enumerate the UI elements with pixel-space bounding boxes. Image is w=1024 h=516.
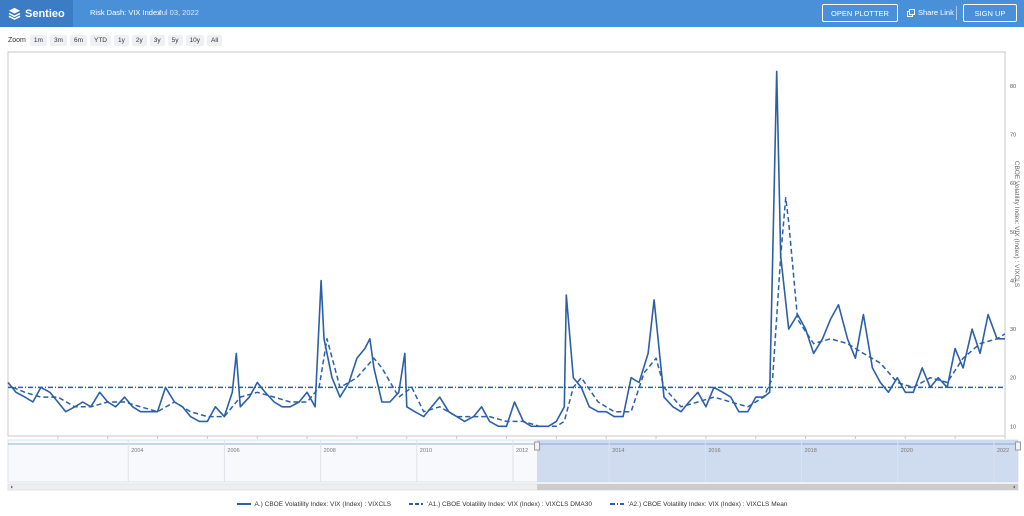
zoom-5y-button[interactable]: 5y (167, 34, 183, 46)
share-link-icon (907, 8, 915, 17)
zoom-10y-button[interactable]: 10y (185, 34, 204, 46)
legend-dashdot-line-icon (609, 503, 624, 505)
zoom-label: Zoom (8, 36, 26, 44)
brand[interactable]: Sentieo (0, 0, 73, 27)
sign-up-button[interactable]: SIGN UP (963, 4, 1017, 22)
legend-label: 'A1.) CBOE Volatility Index: VIX (Index)… (427, 500, 592, 508)
y-tick-label: 30 (1010, 327, 1016, 333)
y-axis-label: CBOE Volatility Index: VIX (Index) : VIX… (1013, 161, 1020, 288)
zoom-1m-button[interactable]: 1m (29, 34, 47, 46)
navigator-year-label: 2018 (805, 448, 817, 454)
navigator-year-label: 2014 (612, 448, 624, 454)
legend-item-dma30[interactable]: 'A1.) CBOE Volatility Index: VIX (Index)… (409, 501, 592, 508)
navigator-year-label: 2010 (420, 448, 432, 454)
y-tick-label: 80 (1010, 84, 1016, 90)
legend-solid-line-icon (236, 503, 251, 505)
y-tick-label: 10 (1010, 424, 1016, 430)
share-link-button[interactable]: Share Link (907, 8, 954, 17)
navigator-year-label: 2016 (708, 448, 720, 454)
y-tick-label: 40 (1010, 278, 1016, 284)
scroll-left-arrow-icon (11, 485, 13, 489)
vix-chart: Jan '13Jul '13Jan '14Jul '14Jan '15Jul '… (7, 51, 1021, 491)
navigator-year-label: 2012 (516, 448, 528, 454)
y-tick-label: 50 (1010, 230, 1016, 236)
zoom-6m-button[interactable]: 6m (69, 34, 87, 46)
y-tick-label: 70 (1010, 133, 1016, 139)
zoom-2y-button[interactable]: 2y (131, 34, 147, 46)
navigator-selection (537, 440, 1018, 482)
navigator-right-handle[interactable] (1015, 441, 1021, 451)
legend-dashed-line-icon (409, 503, 424, 505)
series-line-0 (7, 70, 1005, 428)
navigator-year-label: 2008 (324, 448, 336, 454)
navigator-year-label: 2006 (227, 448, 239, 454)
header-divider (956, 6, 957, 20)
series-line-1 (12, 197, 1006, 428)
navigator-left-handle[interactable] (534, 441, 541, 451)
sentieo-logo-icon (8, 7, 21, 20)
navigator-year-label: 2004 (131, 448, 143, 454)
scroll-right-arrow-icon (1013, 485, 1015, 489)
zoom-1y-button[interactable]: 1y (114, 34, 129, 46)
dashboard-date: Jul 03, 2022 (158, 8, 199, 17)
navigator-year-label: 2022 (997, 448, 1009, 454)
plot-area (7, 51, 1006, 437)
zoom-all-button[interactable]: All (206, 34, 223, 46)
scrollbar-thumb[interactable] (537, 484, 1018, 490)
zoom-3y-button[interactable]: 3y (149, 34, 165, 46)
brand-name: Sentieo (25, 7, 65, 20)
legend-item-mean[interactable]: 'A2.) CBOE Volatility Index: VIX (Index)… (609, 500, 788, 508)
dashboard-title: Risk Dash: VIX Index (90, 8, 161, 17)
legend-label: 'A2.) CBOE Volatility Index: VIX (Index)… (627, 500, 788, 508)
chart-legend: A.) CBOE Volatility Index: VIX (Index) :… (0, 498, 1024, 510)
open-plotter-button[interactable]: OPEN PLOTTER (822, 4, 898, 22)
zoom-ytd-button[interactable]: YTD (90, 34, 111, 46)
y-tick-label: 20 (1010, 376, 1016, 382)
navigator-year-label: 2020 (901, 448, 913, 454)
legend-item-vix[interactable]: A.) CBOE Volatility Index: VIX (Index) :… (236, 500, 392, 508)
zoom-3m-button[interactable]: 3m (49, 34, 67, 46)
y-tick-label: 60 (1010, 181, 1016, 187)
share-link-label: Share Link (918, 8, 954, 17)
zoom-bar: Zoom 1m 3m 6m YTD 1y 2y 3y 5y 10y All (8, 34, 225, 46)
legend-label: A.) CBOE Volatility Index: VIX (Index) :… (254, 500, 392, 508)
